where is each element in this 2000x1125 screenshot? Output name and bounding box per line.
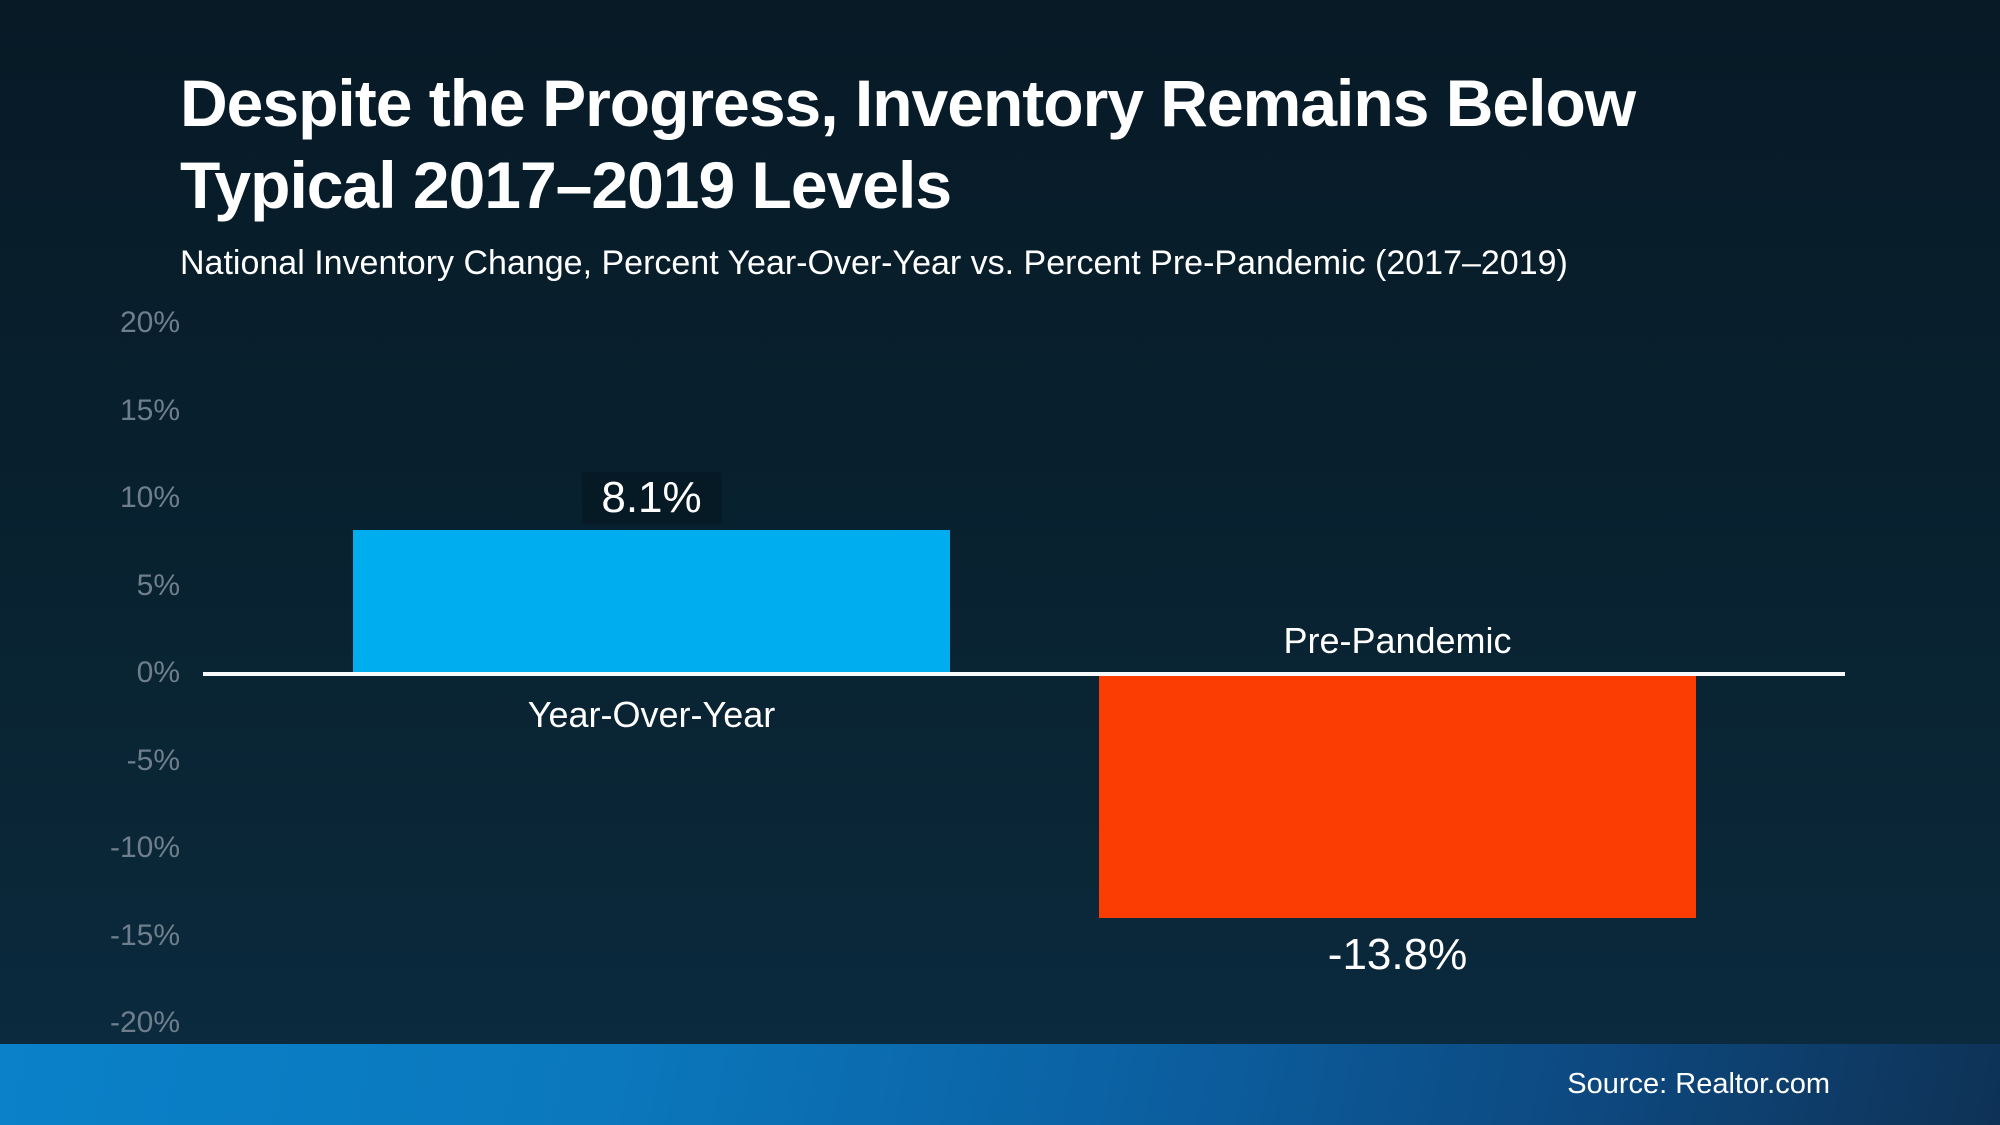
y-axis-tick-label: -20% xyxy=(109,1006,180,1039)
bar-value-label-pre-pandemic: -13.8% xyxy=(1327,929,1468,979)
y-axis-tick-label: 5% xyxy=(136,568,180,602)
y-axis-tick-label: -15% xyxy=(109,918,180,952)
y-axis-tick-label: 0% xyxy=(136,656,180,689)
page-subtitle: National Inventory Change, Percent Year-… xyxy=(180,244,1568,282)
page-title: Despite the Progress, Inventory Remains … xyxy=(180,62,1820,226)
y-axis-tick-label: 15% xyxy=(119,393,180,427)
bar-year-over-year xyxy=(353,530,950,672)
page-title-line1: Despite the Progress, Inventory Remains … xyxy=(180,66,1636,140)
source-text: Source: Realtor.com xyxy=(1567,1068,1830,1100)
y-axis-tick-label: -5% xyxy=(126,743,180,777)
footer-bar: Source: Realtor.com xyxy=(0,1044,2000,1125)
y-axis-tick-label: 20% xyxy=(119,306,180,339)
y-axis-tick-label: -10% xyxy=(109,831,180,864)
page-title-line2: Typical 2017–2019 Levels xyxy=(180,148,952,222)
bar-pre-pandemic xyxy=(1099,676,1696,918)
y-axis-tick-label: 10% xyxy=(119,481,180,514)
bar-category-label-year-over-year: Year-Over-Year xyxy=(527,694,776,735)
bar-category-label-pre-pandemic: Pre-Pandemic xyxy=(1283,620,1512,661)
zero-baseline xyxy=(203,672,1845,676)
bar-value-label-year-over-year: 8.1% xyxy=(581,472,722,525)
